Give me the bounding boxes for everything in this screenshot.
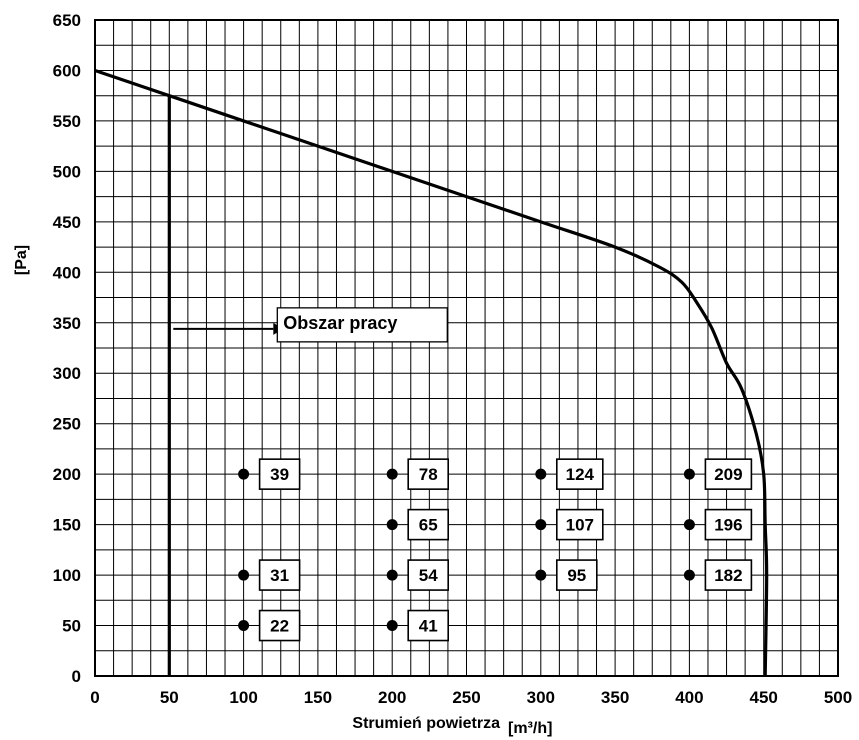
x-tick-label: 150 (304, 688, 332, 707)
y-tick-label: 600 (53, 61, 81, 80)
point-label: 41 (419, 617, 438, 636)
point-label-box (258, 458, 301, 490)
y-tick-label: 350 (53, 314, 81, 333)
y-tick-label: 400 (53, 263, 81, 282)
data-point (535, 519, 547, 531)
data-point (238, 468, 250, 480)
point-label: 65 (419, 516, 438, 535)
point-label: 107 (566, 516, 594, 535)
x-tick-label: 350 (601, 688, 629, 707)
y-tick-label: 500 (53, 162, 81, 181)
tick-labels: 0 50 100 150 200 250 300 350 400 450 500 0 50 100 150 2… (53, 11, 853, 707)
point-label-box (407, 458, 450, 490)
x-tick-label: 250 (452, 688, 480, 707)
y-tick-label: 300 (53, 364, 81, 383)
data-point (535, 468, 547, 480)
point-label-box (407, 508, 450, 541)
annotation-label: Obszar pracy (283, 313, 397, 333)
point-label: 22 (270, 617, 289, 636)
data-point (386, 620, 398, 632)
point-label-box (704, 508, 753, 541)
x-tick-label: 50 (160, 688, 179, 707)
data-point (683, 519, 695, 531)
x-axis-unit: [m³/h] (508, 720, 552, 737)
point-label: 31 (270, 566, 289, 585)
point-label: 39 (270, 465, 289, 484)
data-point (386, 569, 398, 581)
y-tick-label: 550 (53, 112, 81, 131)
y-tick-label: 200 (53, 465, 81, 484)
annotations: Obszar pracy (173, 307, 448, 343)
x-tick-label: 100 (229, 688, 257, 707)
fan-characteristic-curve (94, 68, 769, 677)
x-tick-label: 450 (750, 688, 778, 707)
plot-frame (94, 19, 839, 677)
y-tick-label: 50 (62, 617, 81, 636)
data-point (238, 569, 250, 581)
annotation-box (276, 307, 448, 343)
x-axis-label: Strumień powietrza (352, 715, 500, 732)
point-label: 78 (419, 465, 438, 484)
x-tick-label: 400 (675, 688, 703, 707)
data-point (683, 569, 695, 581)
y-tick-label: 0 (72, 667, 81, 686)
x-tick-label: 200 (378, 688, 406, 707)
x-tick-label: 0 (90, 688, 99, 707)
y-tick-label: 450 (53, 213, 81, 232)
point-label: 182 (714, 566, 742, 585)
data-point (386, 519, 398, 531)
y-axis-label: [Pa] (13, 245, 30, 275)
point-label-box (555, 559, 598, 591)
data-point (386, 468, 398, 480)
data-point (238, 620, 250, 632)
data-point (535, 569, 547, 581)
curves (94, 68, 769, 677)
x-tick-label: 500 (824, 688, 852, 707)
data-point (683, 468, 695, 480)
point-label: 54 (419, 566, 438, 585)
point-label-box (258, 559, 301, 591)
point-label-box (258, 609, 301, 642)
point-label: 124 (566, 465, 595, 484)
y-tick-label: 100 (53, 566, 81, 585)
y-tick-label: 650 (53, 11, 81, 30)
y-tick-label: 150 (53, 516, 81, 535)
point-label-box (555, 508, 604, 541)
point-label-box (407, 609, 450, 642)
point-label: 209 (714, 465, 742, 484)
y-tick-label: 250 (53, 415, 81, 434)
x-tick-label: 300 (527, 688, 555, 707)
point-label-box (704, 559, 753, 591)
data-points: 39 31 22 78 65 54 41 124 107 95 209 196 182 (238, 458, 753, 642)
point-label: 196 (714, 516, 742, 535)
point-label-box (555, 458, 604, 490)
grid (94, 19, 839, 677)
point-label-box (407, 559, 450, 591)
point-label-box (704, 458, 753, 490)
point-label: 95 (567, 566, 586, 585)
